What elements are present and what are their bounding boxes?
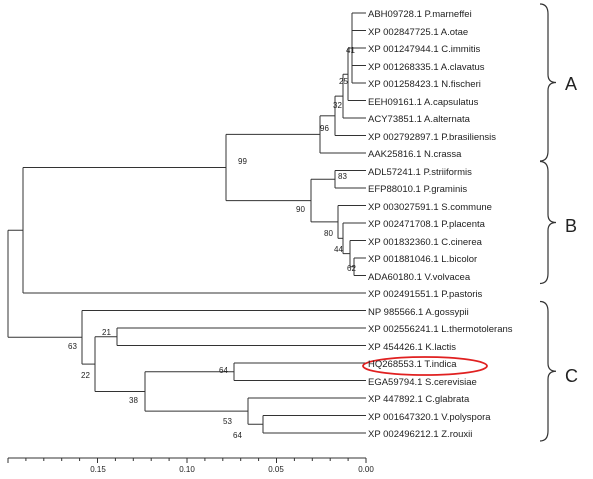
taxon-label: XP 002792897.1 P.brasiliensis (368, 132, 496, 143)
taxon-label: XP 447892.1 C.glabrata (368, 394, 470, 405)
bootstrap-value: 83 (338, 172, 347, 181)
axis-tick-label: 0.10 (179, 465, 195, 474)
taxon-labels: ABH09728.1 P.marneffei XP 002847725.1 A.… (368, 9, 513, 440)
clade-label-c: C (565, 366, 578, 386)
bootstrap-value: 38 (129, 396, 138, 405)
bootstrap-value: 80 (324, 229, 333, 238)
taxon-label: AAK25816.1 N.crassa (368, 149, 462, 160)
clade-labels: A B C (565, 74, 578, 386)
taxon-label: XP 002491551.1 P.pastoris (368, 289, 483, 300)
scale-axis: 0.15 0.10 0.05 0.00 (7, 457, 374, 474)
bootstrap-value: 41 (346, 46, 355, 55)
clade-bracket (539, 160, 557, 285)
axis-tick-label: 0.00 (358, 465, 374, 474)
taxon-label: NP 985566.1 A.gossypii (368, 307, 469, 318)
bootstrap-value: 25 (339, 77, 348, 86)
taxon-label: ABH09728.1 P.marneffei (368, 9, 472, 20)
bootstrap-value: 32 (333, 101, 342, 110)
taxon-label: XP 001268335.1 A.clavatus (368, 62, 485, 73)
bootstrap-value: 22 (81, 371, 90, 380)
axis-tick-label: 0.05 (268, 465, 284, 474)
clade-bracket (539, 3, 557, 162)
clade-label-a: A (565, 74, 577, 94)
taxon-label: XP 001881046.1 L.bicolor (368, 254, 477, 265)
bootstrap-value: 64 (233, 431, 242, 440)
bootstrap-value: 99 (238, 157, 247, 166)
taxon-label: XP 001647320.1 V.polyspora (368, 412, 491, 423)
bootstrap-value: 63 (68, 342, 77, 351)
taxon-label: ADL57241.1 P.striiformis (368, 167, 472, 178)
taxon-label: XP 003027591.1 S.commune (368, 202, 492, 213)
axis-tick-label: 0.15 (90, 465, 106, 474)
taxon-label: XP 002471708.1 P.placenta (368, 219, 486, 230)
taxon-label: ADA60180.1 V.volvacea (368, 272, 471, 283)
taxon-label: XP 001247944.1 C.immitis (368, 44, 481, 55)
clade-brackets (539, 3, 557, 442)
taxon-label: XP 002496212.1 Z.rouxii (368, 429, 472, 440)
bootstrap-value: 62 (347, 264, 356, 273)
bootstrap-value: 90 (296, 205, 305, 214)
taxon-label: XP 454426.1 K.lactis (368, 342, 456, 353)
tree-branches (7, 12, 366, 434)
taxon-label: ACY73851.1 A.alternata (368, 114, 471, 125)
taxon-label: EGA59794.1 S.cerevisiae (368, 377, 477, 388)
bootstrap-labels: 41 25 32 96 99 83 90 80 44 62 21 63 22 6… (68, 46, 356, 440)
taxon-label: EEH09161.1 A.capsulatus (368, 97, 479, 108)
taxon-label: XP 001832360.1 C.cinerea (368, 237, 483, 248)
bootstrap-value: 21 (102, 328, 111, 337)
taxon-label: EFP88010.1 P.graminis (368, 184, 467, 195)
bootstrap-value: 53 (223, 417, 232, 426)
bootstrap-value: 44 (334, 245, 343, 254)
highlight-ellipse (362, 356, 488, 376)
taxon-label: HQ268553.1 T.indica (368, 359, 457, 370)
bootstrap-value: 96 (320, 124, 329, 133)
highlight-layer (362, 356, 488, 376)
clade-bracket (539, 300, 557, 442)
taxon-label: XP 002847725.1 A.otae (368, 27, 468, 38)
clade-label-b: B (565, 216, 577, 236)
bootstrap-value: 64 (219, 366, 228, 375)
taxon-label: XP 001258423.1 N.fischeri (368, 79, 481, 90)
taxon-label: XP 002556241.1 L.thermotolerans (368, 324, 513, 335)
